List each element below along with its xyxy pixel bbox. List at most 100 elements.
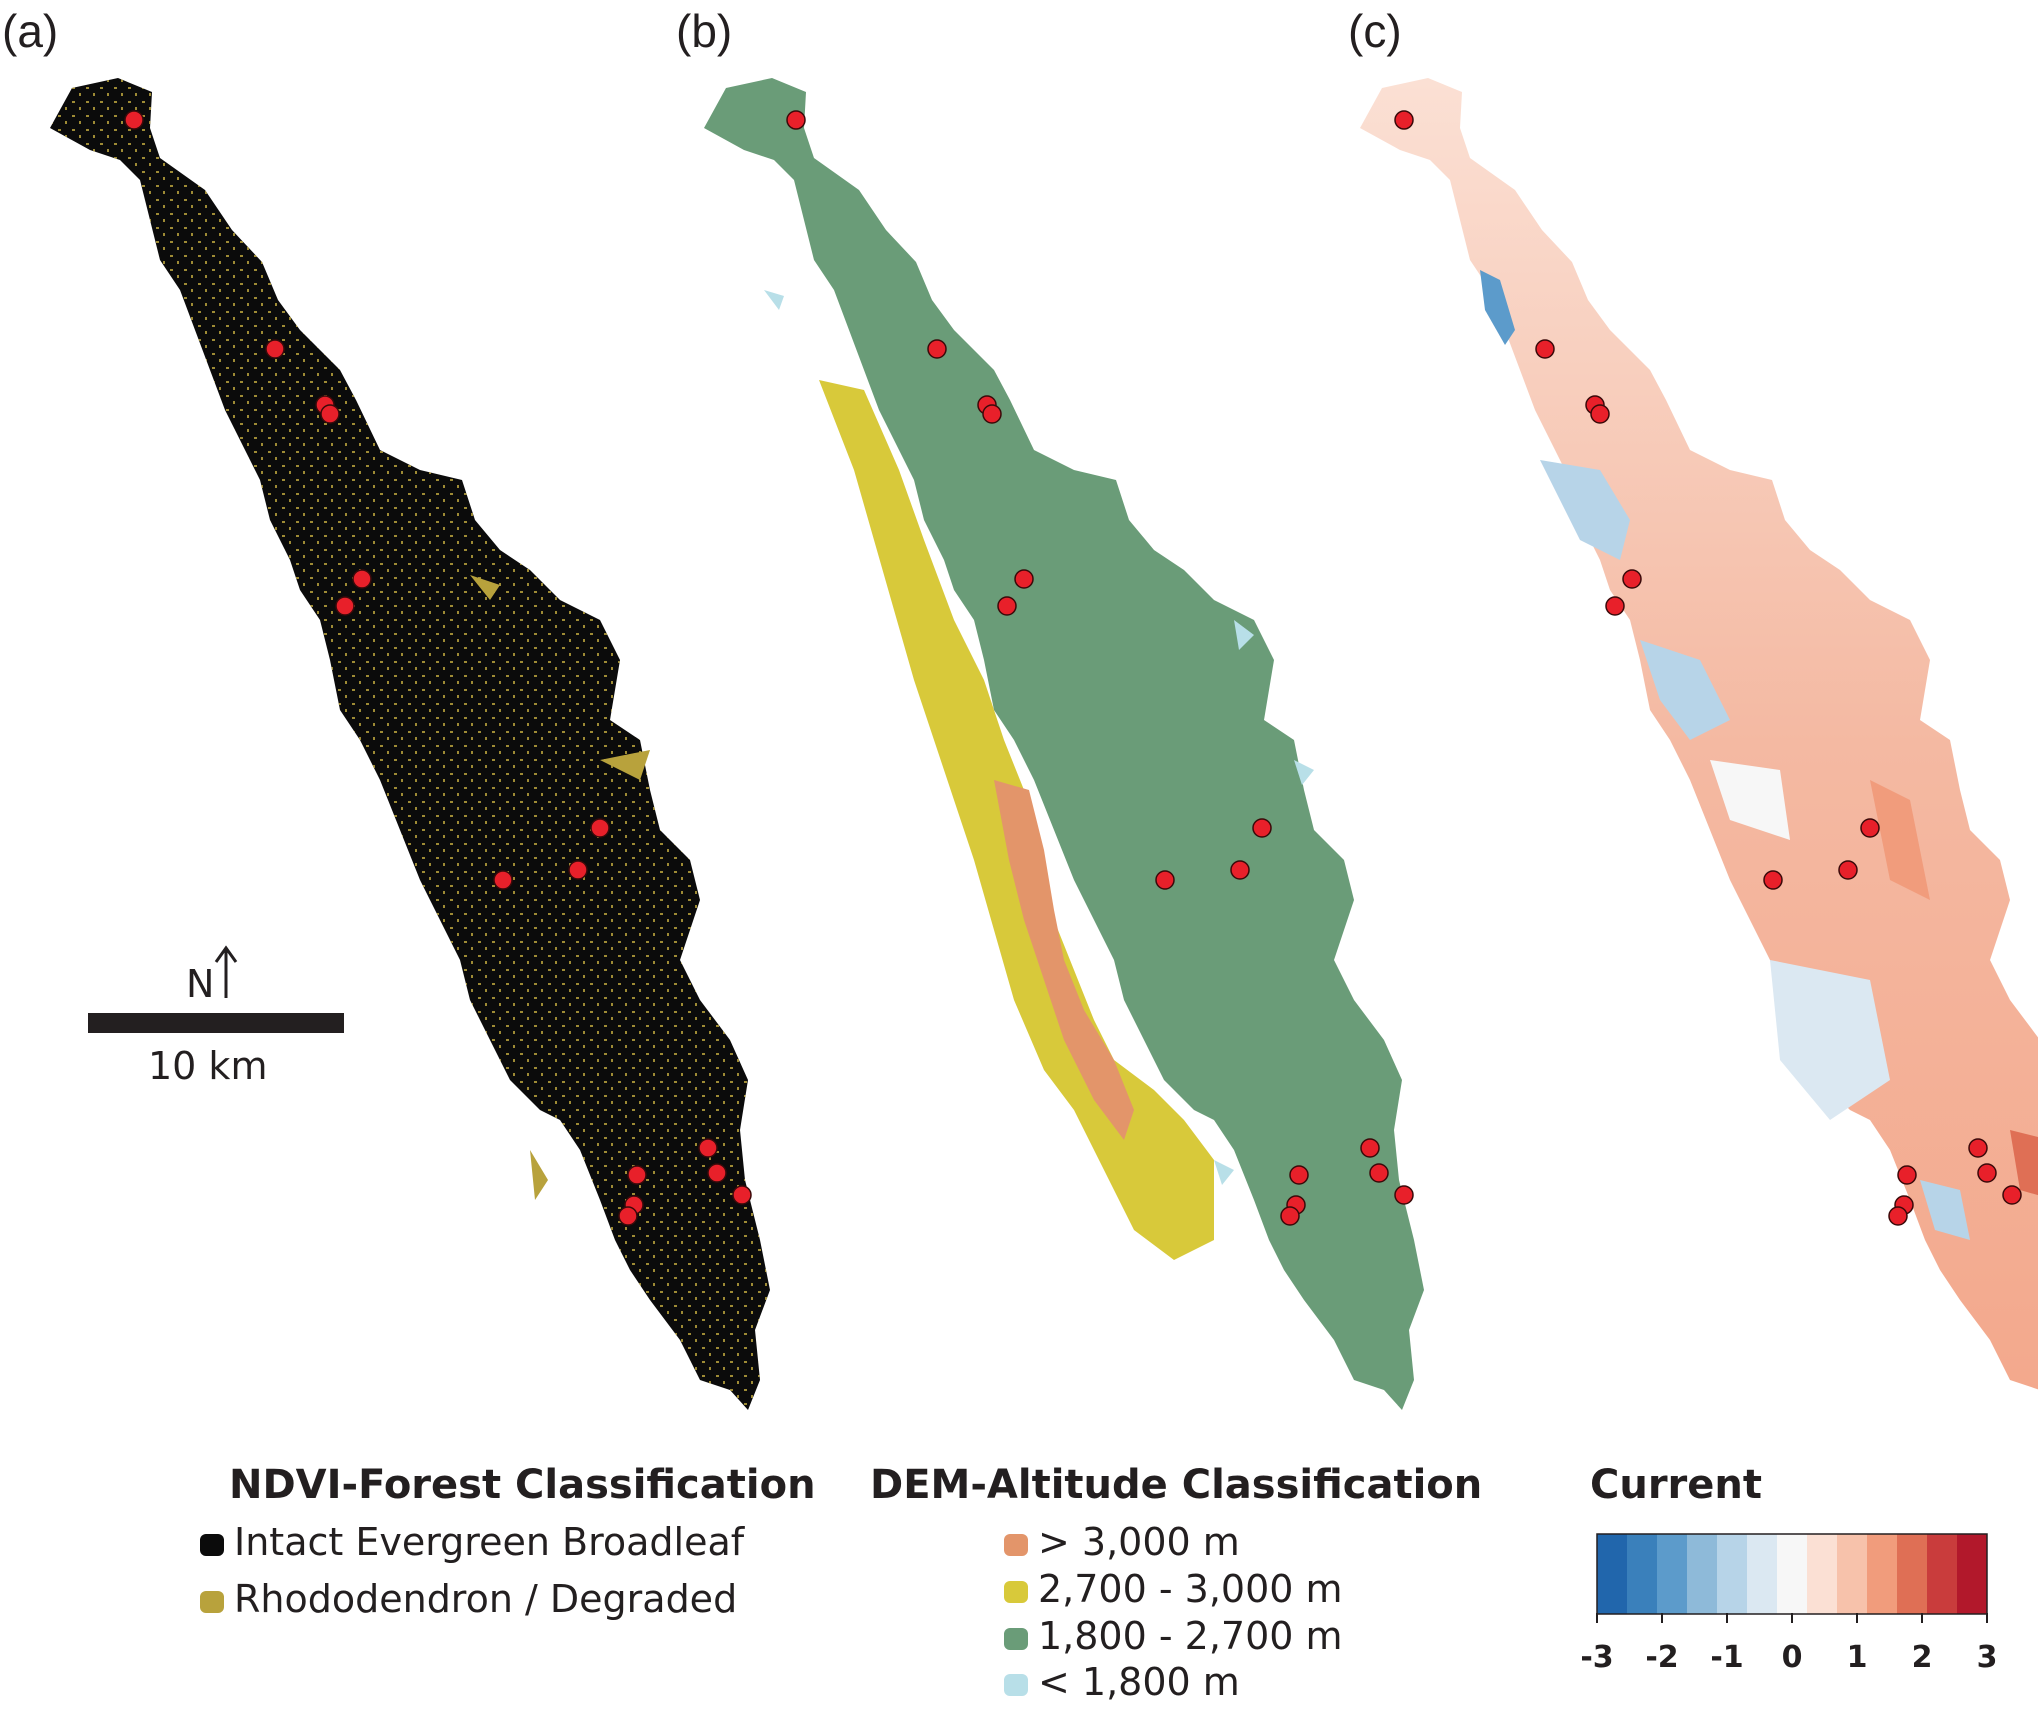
site-marker	[627, 1165, 647, 1185]
site-marker	[707, 1163, 727, 1183]
altitude-under-1800	[1294, 760, 1314, 785]
altitude-under-1800	[1214, 1160, 1234, 1185]
site-marker	[1252, 818, 1272, 838]
legend-item-under-1800: < 1,800 m	[1004, 1660, 1240, 1704]
site-marker	[786, 110, 806, 130]
site-marker	[927, 339, 947, 359]
map-current	[1360, 78, 2038, 1410]
site-marker	[124, 110, 144, 130]
colorbar-segment	[1687, 1534, 1718, 1614]
scale-bar	[88, 945, 344, 1033]
colorbar-tick-label: 3	[1976, 1640, 1998, 1675]
colorbar-segment	[1867, 1534, 1898, 1614]
map-dem	[704, 78, 1424, 1410]
current-neutral-zone	[1710, 760, 1790, 840]
site-marker	[1155, 870, 1175, 890]
north-label: N	[186, 962, 215, 1006]
site-marker	[1394, 110, 1414, 130]
site-marker	[335, 596, 355, 616]
site-marker	[1968, 1138, 1988, 1158]
site-marker	[732, 1185, 752, 1205]
colorbar-segment	[1807, 1534, 1838, 1614]
site-marker	[1280, 1206, 1300, 1226]
colorbar-segment	[1927, 1534, 1958, 1614]
scale-distance-label: 10 km	[148, 1044, 268, 1088]
site-marker	[1014, 569, 1034, 589]
legend-title-current: Current	[1590, 1462, 1763, 1508]
north-arrow-icon	[214, 945, 238, 998]
site-marker	[493, 870, 513, 890]
site-markers	[124, 110, 2022, 1226]
site-marker	[1888, 1206, 1908, 1226]
colorbar-tick-label: -3	[1580, 1640, 1614, 1675]
altitude-under-1800	[764, 290, 784, 310]
colorbar-segment	[1777, 1534, 1808, 1614]
colorbar-segment	[1837, 1534, 1868, 1614]
site-marker	[1622, 569, 1642, 589]
degraded-patch	[530, 1150, 548, 1200]
legend-title-ndvi: NDVI-Forest Classification	[229, 1462, 816, 1508]
colorbar-tick-label: 0	[1781, 1640, 1803, 1675]
site-marker	[1394, 1185, 1414, 1205]
site-marker	[1289, 1165, 1309, 1185]
panel-label-b: (b)	[676, 5, 733, 57]
site-marker	[1977, 1163, 1997, 1183]
site-marker	[1763, 870, 1783, 890]
colorbar-segment	[1717, 1534, 1748, 1614]
current-low-zone	[1540, 460, 1630, 560]
altitude-under-1800	[1234, 620, 1254, 650]
site-marker	[568, 860, 588, 880]
legend-title-dem: DEM-Altitude Classification	[870, 1462, 1483, 1508]
swatch-over-3000	[1004, 1533, 1028, 1556]
degraded-patch	[600, 750, 650, 780]
current-low-zone	[1640, 640, 1730, 740]
site-marker	[1897, 1165, 1917, 1185]
map-ndvi	[50, 78, 770, 1410]
legend-item-degraded: Rhododendron / Degraded	[200, 1577, 737, 1621]
site-marker	[1360, 1138, 1380, 1158]
legend-item-intact: Intact Evergreen Broadleaf	[200, 1520, 744, 1564]
colorbar-segment	[1627, 1534, 1658, 1614]
swatch-degraded	[200, 1590, 224, 1613]
colorbar-segment	[1747, 1534, 1778, 1614]
site-marker	[1369, 1163, 1389, 1183]
swatch-under-1800	[1004, 1673, 1028, 1696]
site-marker	[352, 569, 372, 589]
colorbar	[1596, 1533, 1988, 1623]
colorbar-tick-label: 2	[1911, 1640, 1933, 1675]
site-marker	[982, 404, 1002, 424]
site-marker	[618, 1206, 638, 1226]
site-marker	[1230, 860, 1250, 880]
swatch-1800-2700	[1004, 1627, 1028, 1650]
altitude-over-3000	[994, 780, 1134, 1140]
site-marker	[1535, 339, 1555, 359]
site-marker	[2002, 1185, 2022, 1205]
colorbar-segment	[1657, 1534, 1688, 1614]
colorbar-segment	[1957, 1534, 1988, 1614]
colorbar-segment	[1597, 1534, 1628, 1614]
legend-item-2700-3000: 2,700 - 3,000 m	[1004, 1567, 1343, 1611]
site-marker	[590, 818, 610, 838]
legend-item-over-3000: > 3,000 m	[1004, 1520, 1240, 1564]
colorbar-tick-label: -1	[1710, 1640, 1744, 1675]
site-marker	[320, 404, 340, 424]
current-high-zone	[1870, 780, 1930, 900]
current-high-zone	[2010, 1130, 2038, 1196]
swatch-2700-3000	[1004, 1580, 1028, 1603]
panel-label-c: (c)	[1348, 5, 1402, 57]
colorbar-tick-label: -2	[1645, 1640, 1679, 1675]
site-marker	[1605, 596, 1625, 616]
current-low-zone	[1770, 960, 1890, 1120]
current-low-zone	[1480, 270, 1515, 345]
colorbar-tick-label: 1	[1846, 1640, 1868, 1675]
colorbar-segment	[1897, 1534, 1928, 1614]
site-marker	[1838, 860, 1858, 880]
site-marker	[265, 339, 285, 359]
site-marker	[1860, 818, 1880, 838]
current-low-zone	[1920, 1180, 1970, 1240]
swatch-intact	[200, 1533, 224, 1556]
site-marker	[997, 596, 1017, 616]
panel-label-a: (a)	[2, 5, 59, 57]
scale-bar-rect	[88, 1013, 344, 1033]
